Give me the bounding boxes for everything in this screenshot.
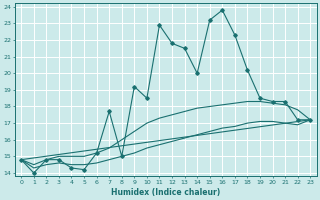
- X-axis label: Humidex (Indice chaleur): Humidex (Indice chaleur): [111, 188, 220, 197]
